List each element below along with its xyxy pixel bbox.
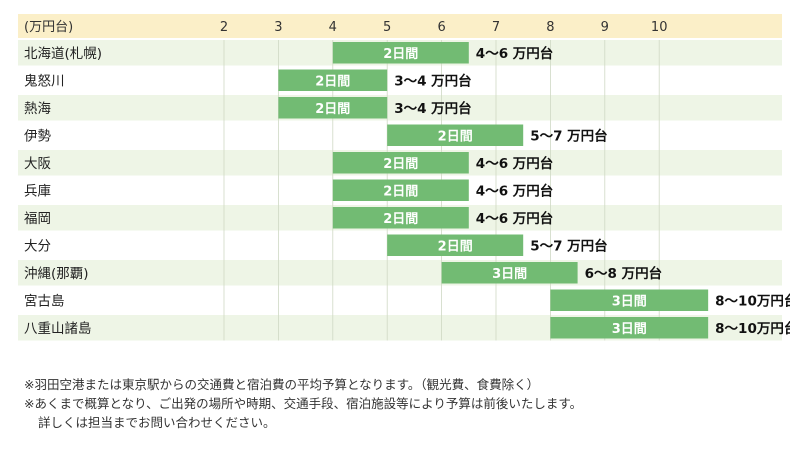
x-tick-label: 4 [329,20,337,35]
duration-label: 2日間 [438,239,473,254]
duration-label: 2日間 [383,47,418,62]
duration-bar [332,42,469,64]
row-background [18,260,782,286]
price-range-label: 3～4 万円台 [394,72,472,89]
duration-label: 2日間 [315,74,350,89]
duration-label: 2日間 [438,129,473,144]
price-range-label: 4～6 万円台 [476,210,554,227]
duration-bar [332,179,469,201]
destination-label: 鬼怒川 [24,73,65,89]
header-band [18,14,782,38]
duration-bar [387,124,524,146]
x-tick-label: 8 [546,20,554,35]
duration-label: 2日間 [383,184,418,199]
duration-bar [332,207,469,229]
duration-label: 3日間 [492,267,527,282]
unit-label: (万円台) [24,20,73,35]
duration-label: 3日間 [612,294,647,309]
destination-label: 沖縄(那覇) [24,266,89,282]
destination-label: 北海道(札幌) [24,46,102,62]
footnote-2: ※あくまで概算となり、ご出発の場所や時期、交通手段、宿泊施設等により予算は前後い… [24,396,583,411]
duration-bar [278,69,388,91]
price-range-label: 3～4 万円台 [394,100,472,117]
price-range-label: 5～7 万円台 [530,237,608,254]
destination-label: 大阪 [24,156,51,172]
price-range-label: 6～8 万円台 [585,265,663,282]
x-tick-label: 7 [492,20,500,35]
price-range-label: 4～6 万円台 [476,155,554,172]
duration-bar [550,289,709,311]
price-range-label: 8～10万円台 [715,292,790,309]
footnote-3: 詳しくは担当までお問い合わせください。 [38,415,276,430]
duration-label: 2日間 [383,157,418,172]
duration-bar [550,317,709,339]
destination-label: 八重山諸島 [24,321,92,337]
destination-label: 宮古島 [24,293,65,309]
x-tick-label: 3 [274,20,282,35]
duration-bar [278,97,388,119]
duration-label: 3日間 [612,322,647,337]
x-tick-label: 9 [601,20,609,35]
x-tick-label: 6 [437,20,445,35]
price-range-label: 4～6 万円台 [476,45,554,62]
destination-label: 伊勢 [24,128,51,144]
destination-label: 兵庫 [24,183,51,199]
duration-bar [387,234,524,256]
destination-label: 福岡 [24,211,51,227]
row-background [18,95,782,121]
x-tick-label: 10 [651,20,668,35]
duration-bar [332,152,469,174]
destination-label: 大分 [24,238,51,254]
x-tick-label: 2 [220,20,228,35]
destination-label: 熱海 [24,101,51,117]
price-range-label: 4～6 万円台 [476,182,554,199]
footnote-1: ※羽田空港または東京駅からの交通費と宿泊費の平均予算となります。（観光費、食費除… [24,377,540,392]
row-background [18,67,782,93]
duration-label: 2日間 [315,102,350,117]
price-range-label: 8～10万円台 [715,320,790,337]
duration-label: 2日間 [383,212,418,227]
duration-bar [441,262,578,284]
footnotes: ※羽田空港または東京駅からの交通費と宿泊費の平均予算となります。（観光費、食費除… [24,375,764,432]
x-tick-label: 5 [383,20,391,35]
price-range-label: 5～7 万円台 [530,127,608,144]
